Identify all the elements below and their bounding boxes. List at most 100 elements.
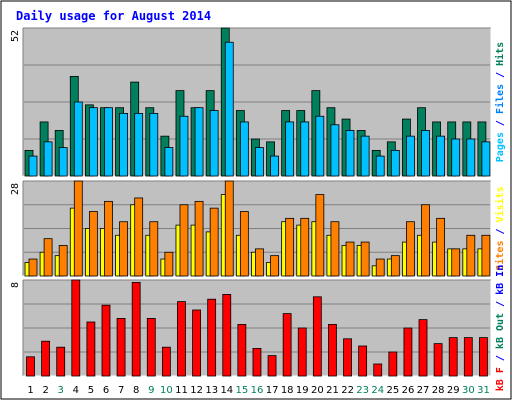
bar-pages xyxy=(360,135,370,177)
bar-sites xyxy=(224,180,234,277)
bar-pages xyxy=(481,141,491,177)
bar-pages xyxy=(436,135,446,177)
bar-kb-f xyxy=(418,319,428,377)
bar-sites xyxy=(58,245,68,277)
bar-sites xyxy=(255,248,264,277)
bar-pages xyxy=(43,141,53,177)
bar-kb-f xyxy=(358,345,368,377)
bar-kb-f xyxy=(267,355,277,377)
bar-sites xyxy=(134,197,144,277)
x-tick-label: 29 xyxy=(447,385,460,396)
legend-entry: / xyxy=(495,114,506,132)
x-tick-label: 16 xyxy=(251,385,264,396)
bar-kb-f xyxy=(312,296,322,377)
x-tick-label: 22 xyxy=(341,385,354,396)
bar-kb-f xyxy=(448,337,458,377)
bar-pages xyxy=(285,121,295,177)
x-tick-label: 25 xyxy=(387,385,400,396)
x-tick-label: 9 xyxy=(148,385,154,396)
x-tick-label: 28 xyxy=(432,385,445,396)
bar-sites xyxy=(330,221,340,277)
bar-pages xyxy=(406,135,415,177)
x-tick-label: 5 xyxy=(88,385,94,396)
legend-entry: / xyxy=(495,222,506,240)
x-tick-label: 24 xyxy=(371,385,384,396)
bar-pages xyxy=(255,147,264,177)
bar-sites xyxy=(466,234,476,277)
bar-kb-f xyxy=(131,281,141,377)
panel-legend: Sites / Visits xyxy=(494,186,506,270)
bar-kb-f xyxy=(237,323,247,377)
bar-sites xyxy=(28,258,38,277)
chart-title: Daily usage for August 2014 xyxy=(16,9,211,23)
bar-pages xyxy=(149,112,159,177)
bar-sites xyxy=(451,248,461,277)
bar-pages xyxy=(390,149,400,177)
bar-kb-f xyxy=(86,321,96,377)
bar-pages xyxy=(73,101,83,177)
bar-pages xyxy=(179,115,189,177)
x-tick-label: 19 xyxy=(296,385,309,396)
bar-pages xyxy=(28,155,38,177)
bar-pages xyxy=(194,107,204,177)
y-max-label: 52 xyxy=(10,30,21,42)
x-tick-label: 14 xyxy=(220,385,233,396)
bar-kb-f xyxy=(56,346,66,377)
bar-pages xyxy=(224,41,234,177)
x-tick-label: 12 xyxy=(190,385,203,396)
bar-kb-f xyxy=(146,317,156,377)
x-tick-label: 1 xyxy=(27,385,33,396)
x-tick-label: 31 xyxy=(477,385,490,396)
chart-panel-kb: 8 kB F / kB Out / kB In xyxy=(10,265,506,391)
panel-legend: kB F / kB Out / kB In xyxy=(495,265,506,391)
legend-entry: Pages xyxy=(495,132,506,162)
bar-pages xyxy=(164,147,174,177)
bar-kb-f xyxy=(207,298,217,377)
legend-entry: kB In xyxy=(495,265,506,295)
bar-sites xyxy=(104,200,113,277)
bar-kb-f xyxy=(479,337,488,377)
bar-sites xyxy=(73,180,83,277)
legend-entry: / xyxy=(495,66,506,84)
bar-pages xyxy=(300,121,310,177)
y-max-label: 28 xyxy=(10,183,21,195)
legend-entry: kB Out xyxy=(495,313,506,349)
bar-pages xyxy=(104,107,113,177)
bar-kb-f xyxy=(41,340,50,377)
y-max-label: 8 xyxy=(10,282,21,288)
legend-entry: / xyxy=(495,295,506,313)
bar-pages xyxy=(270,155,279,177)
bar-pages xyxy=(239,121,249,177)
bar-sites xyxy=(164,251,174,277)
bar-kb-f xyxy=(192,309,201,377)
bar-kb-f xyxy=(26,356,35,377)
bar-pages xyxy=(119,112,128,177)
legend-entry: Files xyxy=(494,84,506,114)
x-tick-label: 11 xyxy=(175,385,188,396)
bar-pages xyxy=(134,112,144,177)
panel-legend: Pages / Files / Hits xyxy=(494,42,506,162)
legend-entry: Visits xyxy=(494,186,506,222)
bar-kb-f xyxy=(282,313,292,377)
x-tick-label: 10 xyxy=(160,385,173,396)
bar-sites xyxy=(421,204,430,277)
legend-entry: / xyxy=(495,349,506,367)
x-tick-label: 13 xyxy=(205,385,218,396)
bar-sites xyxy=(239,211,249,277)
bar-kb-f xyxy=(161,346,171,377)
bar-sites xyxy=(300,217,310,277)
bar-kb-f xyxy=(343,338,352,377)
bar-kb-f xyxy=(373,363,383,377)
bar-kb-f xyxy=(101,304,111,377)
bar-sites xyxy=(88,211,98,277)
x-tick-label: 7 xyxy=(118,385,124,396)
bar-sites xyxy=(345,241,355,277)
x-tick-label: 6 xyxy=(103,385,109,396)
bar-sites xyxy=(406,221,415,277)
bar-pages xyxy=(209,110,219,177)
bar-sites xyxy=(149,221,159,277)
bar-kb-f xyxy=(71,279,81,377)
bar-pages xyxy=(315,115,325,177)
bar-sites xyxy=(270,255,279,277)
